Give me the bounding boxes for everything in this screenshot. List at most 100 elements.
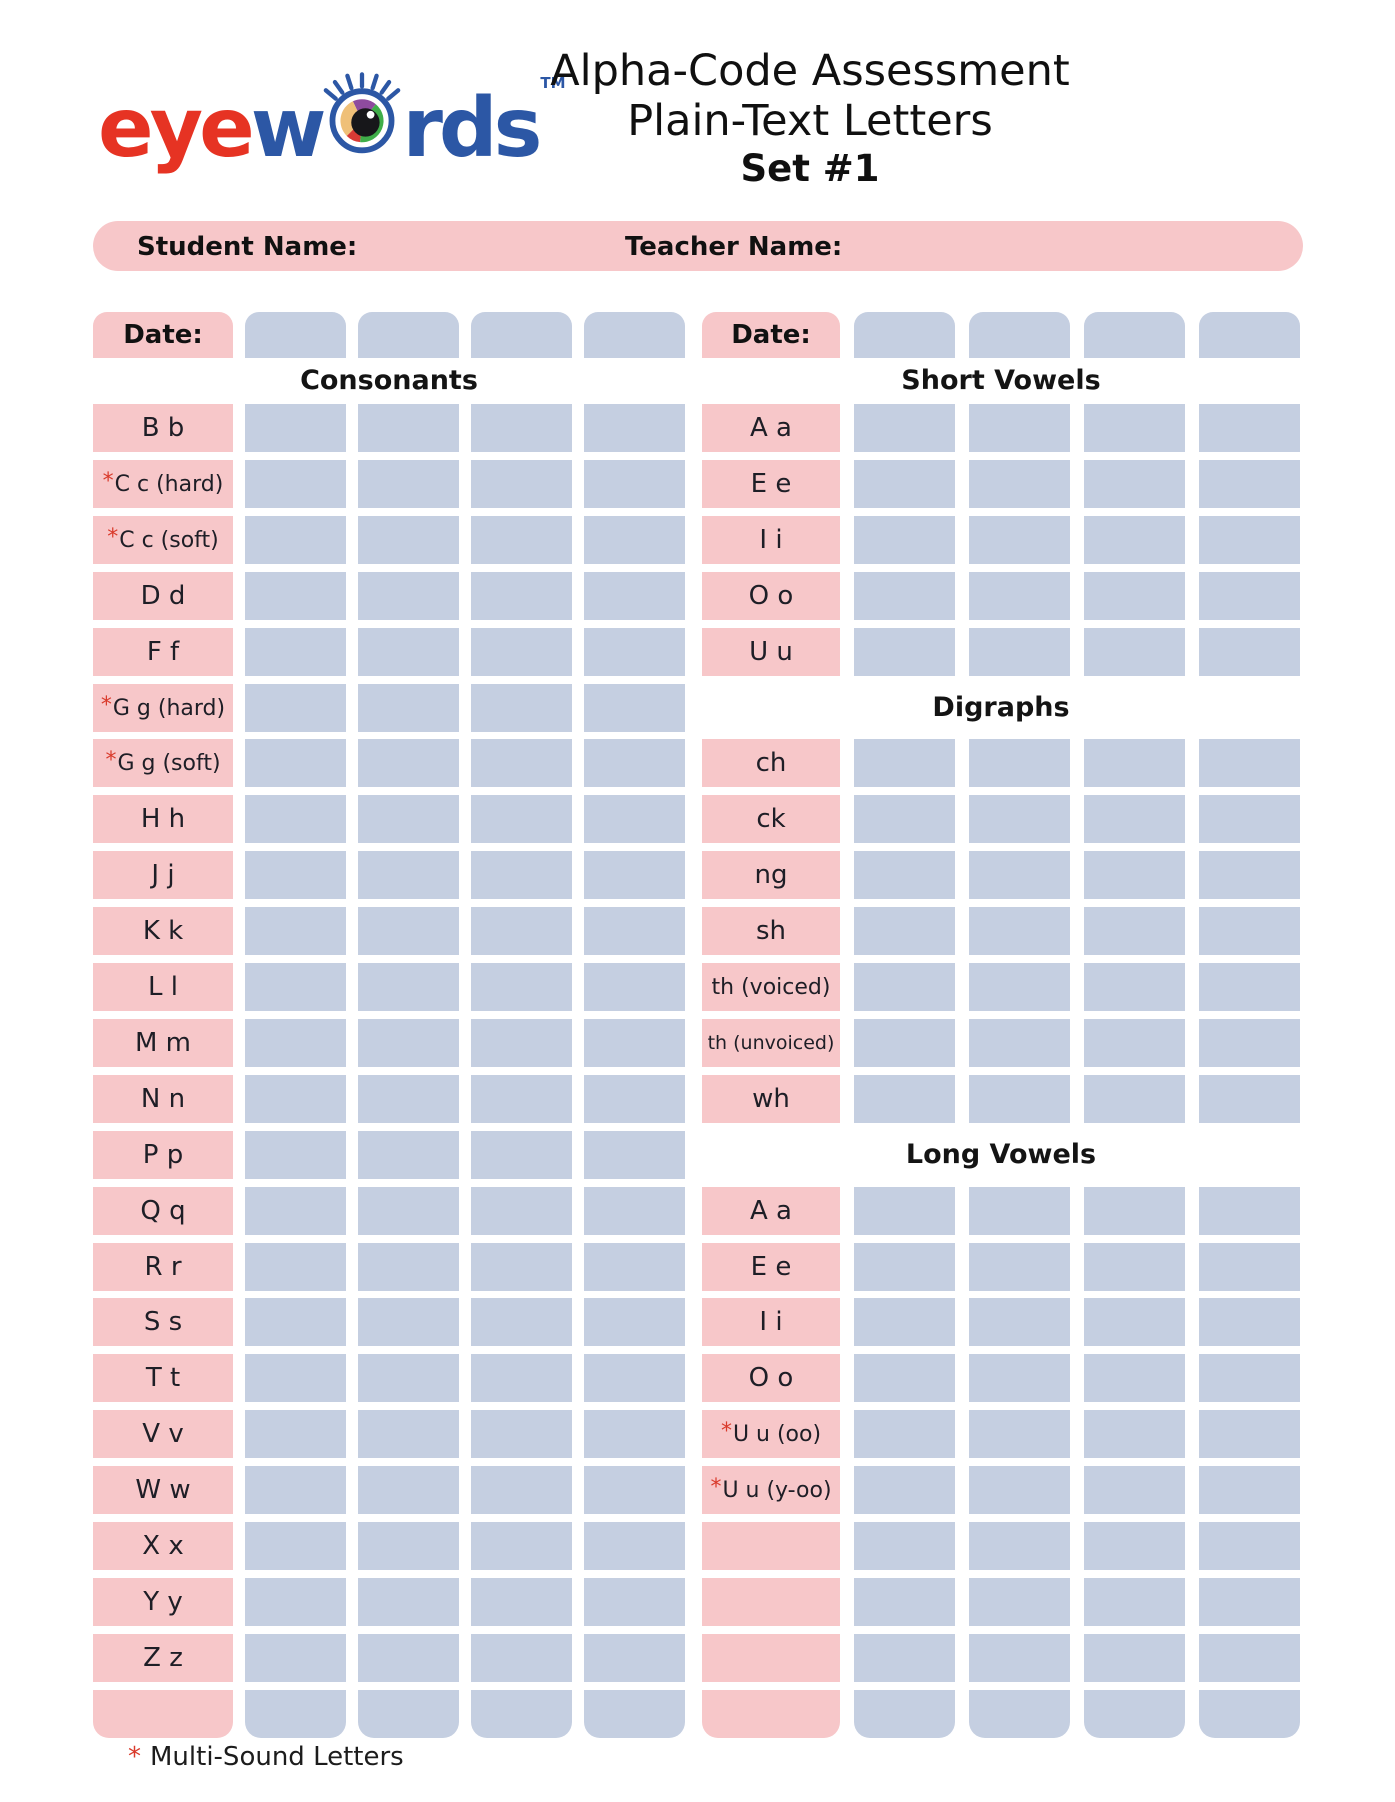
date-cell-right-2[interactable] — [969, 312, 1070, 358]
score-cell-left-r18-c1[interactable] — [245, 1354, 346, 1402]
score-cell-right-r2-c4[interactable] — [1199, 460, 1300, 508]
score-cell-left-r11-c4[interactable] — [584, 963, 685, 1011]
score-cell-right-r11-c2[interactable] — [969, 963, 1070, 1011]
score-cell-right-r18-c1[interactable] — [854, 1354, 955, 1402]
score-cell-right-r7-c4[interactable] — [1199, 739, 1300, 787]
score-cell-left-r10-c3[interactable] — [471, 907, 572, 955]
score-cell-left-r17-c3[interactable] — [471, 1298, 572, 1346]
score-cell-right-r12-c4[interactable] — [1199, 1019, 1300, 1067]
score-cell-right-r2-c3[interactable] — [1084, 460, 1185, 508]
score-cell-left-r14-c3[interactable] — [471, 1131, 572, 1179]
score-cell-left-r8-c1[interactable] — [245, 795, 346, 843]
score-cell-left-r13-c3[interactable] — [471, 1075, 572, 1123]
score-cell-left-r19-c4[interactable] — [584, 1410, 685, 1458]
score-cell-right-r11-c3[interactable] — [1084, 963, 1185, 1011]
score-cell-right-r17-c4[interactable] — [1199, 1298, 1300, 1346]
score-cell-right-r9-c2[interactable] — [969, 851, 1070, 899]
score-cell-right-r12-c2[interactable] — [969, 1019, 1070, 1067]
score-cell-left-r2-c3[interactable] — [471, 460, 572, 508]
score-cell-left-r12-c4[interactable] — [584, 1019, 685, 1067]
score-cell-left-r7-c3[interactable] — [471, 739, 572, 787]
score-cell-left-r9-c3[interactable] — [471, 851, 572, 899]
score-cell-left-r10-c4[interactable] — [584, 907, 685, 955]
score-cell-right-r16-c1[interactable] — [854, 1243, 955, 1291]
score-cell-left-r3-c4[interactable] — [584, 516, 685, 564]
score-cell-right-r5-c2[interactable] — [969, 628, 1070, 676]
score-cell-right-r7-c2[interactable] — [969, 739, 1070, 787]
score-cell-right-r18-c3[interactable] — [1084, 1354, 1185, 1402]
score-cell-right-r24-c2[interactable] — [969, 1690, 1070, 1738]
score-cell-right-r23-c3[interactable] — [1084, 1634, 1185, 1682]
score-cell-right-r15-c1[interactable] — [854, 1187, 955, 1235]
score-cell-left-r10-c1[interactable] — [245, 907, 346, 955]
score-cell-right-r15-c4[interactable] — [1199, 1187, 1300, 1235]
score-cell-right-r8-c4[interactable] — [1199, 795, 1300, 843]
score-cell-left-r5-c1[interactable] — [245, 628, 346, 676]
date-cell-left-3[interactable] — [471, 312, 572, 358]
score-cell-right-r5-c3[interactable] — [1084, 628, 1185, 676]
score-cell-right-r17-c2[interactable] — [969, 1298, 1070, 1346]
score-cell-left-r23-c3[interactable] — [471, 1634, 572, 1682]
score-cell-right-r4-c1[interactable] — [854, 572, 955, 620]
score-cell-right-r1-c2[interactable] — [969, 404, 1070, 452]
score-cell-left-r24-c1[interactable] — [245, 1690, 346, 1738]
score-cell-left-r15-c2[interactable] — [358, 1187, 459, 1235]
score-cell-right-r5-c4[interactable] — [1199, 628, 1300, 676]
score-cell-left-r12-c3[interactable] — [471, 1019, 572, 1067]
score-cell-left-r10-c2[interactable] — [358, 907, 459, 955]
score-cell-right-r17-c3[interactable] — [1084, 1298, 1185, 1346]
score-cell-right-r3-c3[interactable] — [1084, 516, 1185, 564]
score-cell-left-r6-c1[interactable] — [245, 684, 346, 732]
score-cell-left-r9-c1[interactable] — [245, 851, 346, 899]
score-cell-left-r8-c2[interactable] — [358, 795, 459, 843]
date-cell-right-1[interactable] — [854, 312, 955, 358]
score-cell-left-r15-c1[interactable] — [245, 1187, 346, 1235]
score-cell-left-r20-c1[interactable] — [245, 1466, 346, 1514]
score-cell-left-r6-c2[interactable] — [358, 684, 459, 732]
score-cell-left-r1-c4[interactable] — [584, 404, 685, 452]
score-cell-left-r20-c3[interactable] — [471, 1466, 572, 1514]
score-cell-right-r23-c1[interactable] — [854, 1634, 955, 1682]
score-cell-right-r9-c3[interactable] — [1084, 851, 1185, 899]
score-cell-left-r20-c2[interactable] — [358, 1466, 459, 1514]
score-cell-right-r23-c2[interactable] — [969, 1634, 1070, 1682]
score-cell-right-r13-c3[interactable] — [1084, 1075, 1185, 1123]
score-cell-right-r12-c3[interactable] — [1084, 1019, 1185, 1067]
score-cell-left-r16-c4[interactable] — [584, 1243, 685, 1291]
score-cell-right-r7-c1[interactable] — [854, 739, 955, 787]
score-cell-left-r19-c1[interactable] — [245, 1410, 346, 1458]
score-cell-left-r21-c4[interactable] — [584, 1522, 685, 1570]
score-cell-left-r21-c1[interactable] — [245, 1522, 346, 1570]
score-cell-right-r22-c2[interactable] — [969, 1578, 1070, 1626]
score-cell-right-r1-c4[interactable] — [1199, 404, 1300, 452]
score-cell-right-r1-c1[interactable] — [854, 404, 955, 452]
score-cell-right-r21-c2[interactable] — [969, 1522, 1070, 1570]
score-cell-left-r16-c2[interactable] — [358, 1243, 459, 1291]
score-cell-left-r14-c2[interactable] — [358, 1131, 459, 1179]
score-cell-right-r16-c2[interactable] — [969, 1243, 1070, 1291]
score-cell-right-r2-c2[interactable] — [969, 460, 1070, 508]
date-cell-left-1[interactable] — [245, 312, 346, 358]
score-cell-left-r1-c1[interactable] — [245, 404, 346, 452]
score-cell-right-r17-c1[interactable] — [854, 1298, 955, 1346]
score-cell-left-r20-c4[interactable] — [584, 1466, 685, 1514]
score-cell-right-r10-c2[interactable] — [969, 907, 1070, 955]
score-cell-left-r18-c2[interactable] — [358, 1354, 459, 1402]
score-cell-right-r18-c4[interactable] — [1199, 1354, 1300, 1402]
score-cell-left-r19-c3[interactable] — [471, 1410, 572, 1458]
score-cell-left-r16-c1[interactable] — [245, 1243, 346, 1291]
score-cell-left-r3-c2[interactable] — [358, 516, 459, 564]
score-cell-left-r22-c3[interactable] — [471, 1578, 572, 1626]
score-cell-left-r4-c3[interactable] — [471, 572, 572, 620]
score-cell-left-r8-c3[interactable] — [471, 795, 572, 843]
score-cell-left-r6-c3[interactable] — [471, 684, 572, 732]
score-cell-right-r15-c3[interactable] — [1084, 1187, 1185, 1235]
score-cell-left-r22-c1[interactable] — [245, 1578, 346, 1626]
score-cell-right-r9-c4[interactable] — [1199, 851, 1300, 899]
score-cell-right-r20-c1[interactable] — [854, 1466, 955, 1514]
score-cell-right-r19-c1[interactable] — [854, 1410, 955, 1458]
score-cell-right-r8-c1[interactable] — [854, 795, 955, 843]
score-cell-right-r13-c2[interactable] — [969, 1075, 1070, 1123]
score-cell-right-r7-c3[interactable] — [1084, 739, 1185, 787]
score-cell-right-r21-c1[interactable] — [854, 1522, 955, 1570]
